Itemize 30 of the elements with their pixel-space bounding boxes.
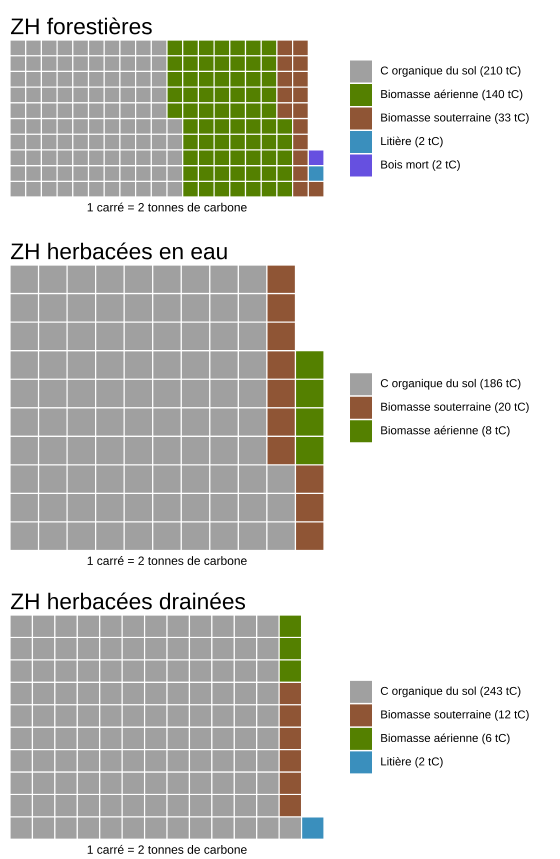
category-label: Bois mort	[381, 160, 429, 169]
text: 1 carré = 2 tonnes de carbone	[88, 844, 247, 854]
category-label: Biomasse souterraine	[381, 113, 491, 122]
data-label: (20 tC)	[495, 402, 529, 414]
data-label: (12 tC)	[495, 710, 529, 721]
category-label: Litière	[381, 756, 411, 766]
category-label: Biomasse aérienne	[381, 426, 478, 434]
text: ZH herbacées drainées	[10, 592, 246, 610]
data-label: (2 tC)	[432, 160, 460, 171]
data-label: (2 tC)	[415, 136, 443, 148]
data-label: (140 tC)	[482, 90, 522, 100]
data-label: (6 tC)	[482, 734, 510, 744]
data-label: (8 tC)	[482, 426, 510, 437]
data-label: (2 tC)	[415, 757, 443, 768]
data-label: (186 tC)	[480, 378, 520, 390]
category-label: Biomasse aérienne	[381, 90, 478, 98]
category-label: Biomasse souterraine	[381, 710, 491, 718]
category-label: C organique du sol	[380, 686, 476, 698]
data-label: (243 tC)	[480, 686, 520, 698]
category-label: Biomasse souterraine	[381, 402, 491, 411]
category-label: Litière	[381, 136, 411, 146]
text: ZH herbacées en eau	[10, 242, 227, 260]
category-label: C organique du sol	[380, 378, 476, 390]
category-label: Biomasse aérienne	[381, 733, 478, 742]
text: 1 carré = 2 tonnes de carbone	[88, 556, 247, 566]
category-label: C organique du sol	[380, 66, 476, 77]
data-label: (210 tC)	[480, 66, 520, 77]
data-label: (33 tC)	[495, 113, 529, 124]
text: ZH forestières	[10, 17, 152, 34]
text: 1 carré = 2 tonnes de carbone	[88, 202, 247, 212]
